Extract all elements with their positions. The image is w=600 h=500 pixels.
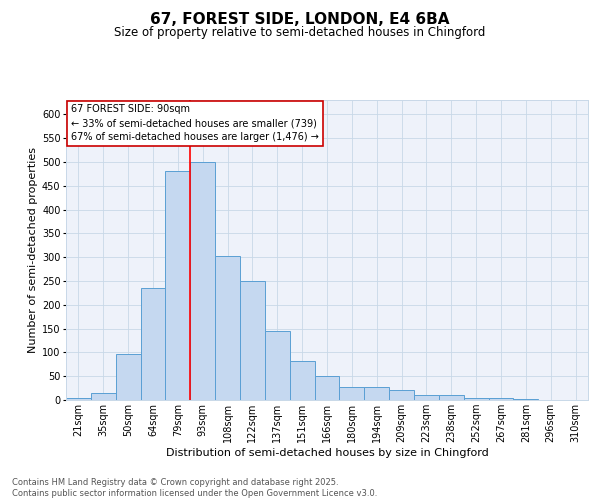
Y-axis label: Number of semi-detached properties: Number of semi-detached properties (28, 147, 38, 353)
Text: 67, FOREST SIDE, LONDON, E4 6BA: 67, FOREST SIDE, LONDON, E4 6BA (150, 12, 450, 28)
Bar (66, 398, 91, 400)
Bar (488, 398, 514, 400)
Bar (414, 395, 439, 400)
Bar (166, 172, 190, 400)
Bar (439, 395, 464, 400)
Bar (290, 361, 314, 400)
Bar (464, 398, 488, 400)
Bar (514, 398, 538, 400)
Bar (340, 387, 364, 400)
Bar (364, 387, 389, 400)
Bar (116, 354, 140, 400)
Bar (190, 162, 215, 400)
Text: Contains HM Land Registry data © Crown copyright and database right 2025.
Contai: Contains HM Land Registry data © Crown c… (12, 478, 377, 498)
Text: 67 FOREST SIDE: 90sqm
← 33% of semi-detached houses are smaller (739)
67% of sem: 67 FOREST SIDE: 90sqm ← 33% of semi-deta… (71, 104, 319, 142)
Bar (314, 376, 340, 400)
Bar (265, 331, 290, 400)
Text: Size of property relative to semi-detached houses in Chingford: Size of property relative to semi-detach… (115, 26, 485, 39)
Bar (140, 288, 166, 400)
Bar (91, 393, 116, 400)
Bar (389, 390, 414, 400)
Bar (240, 281, 265, 400)
Bar (215, 256, 240, 400)
X-axis label: Distribution of semi-detached houses by size in Chingford: Distribution of semi-detached houses by … (166, 448, 488, 458)
